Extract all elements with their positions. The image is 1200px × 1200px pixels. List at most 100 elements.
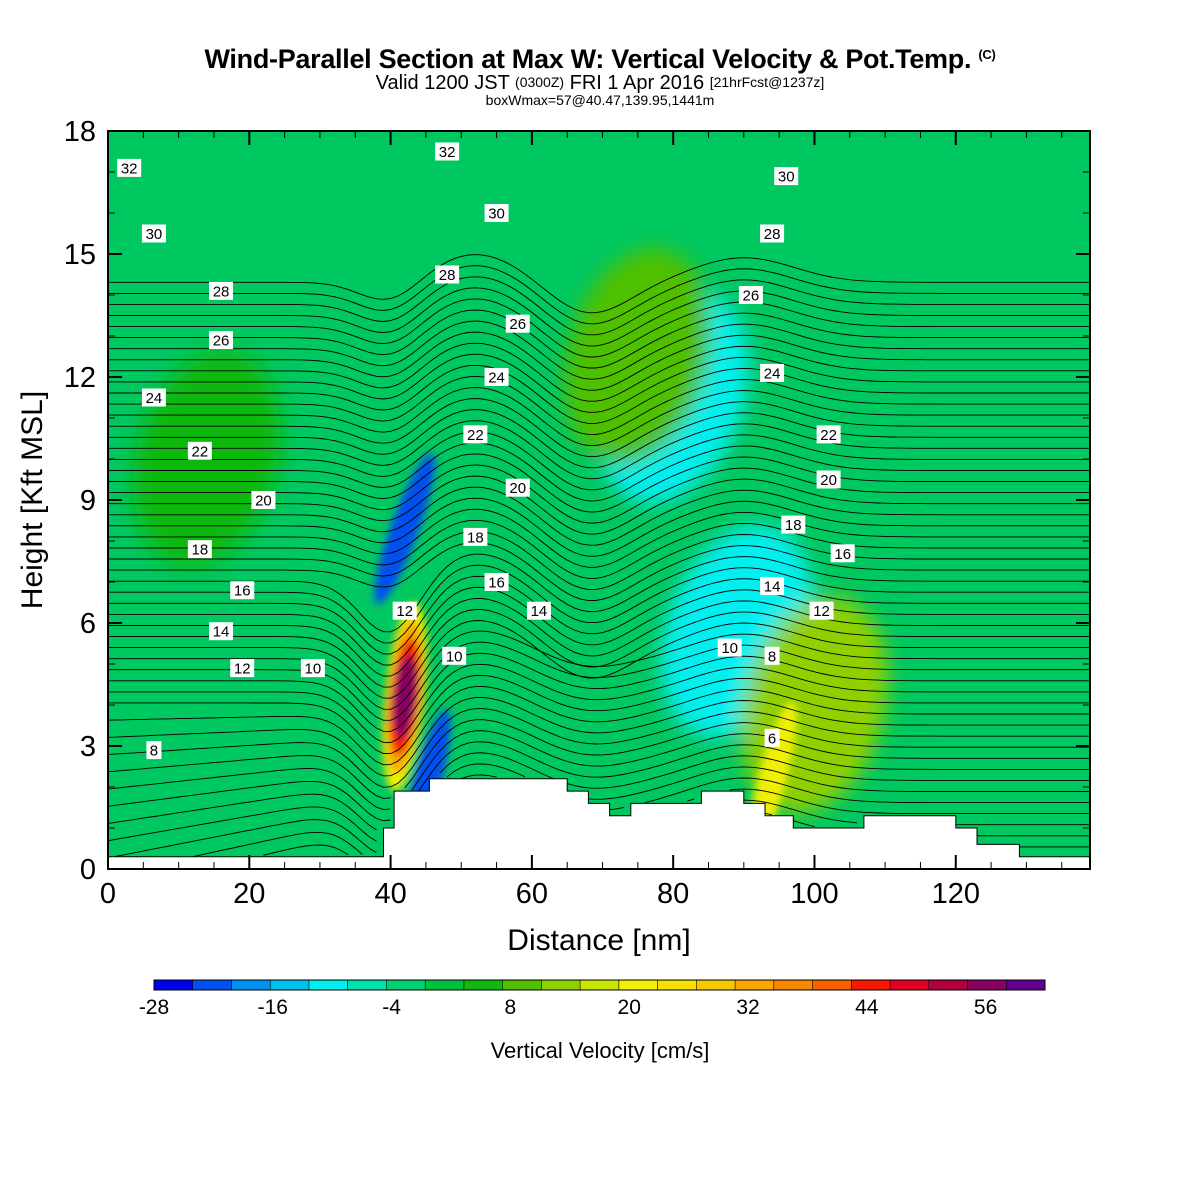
contour-label-text: 14 [213,624,230,641]
contour-label-text: 10 [721,640,738,657]
contour-label-text: 30 [488,206,505,223]
x-tick-label: 40 [374,878,406,910]
isentrope [108,442,1090,502]
potential-temperature-contours [108,254,1090,858]
contour-label: 26 [738,286,763,305]
contour-label-box [484,573,509,591]
contour-label-text: 12 [813,603,830,620]
contour-label: 30 [141,224,166,243]
x-tick-label: 120 [932,878,980,910]
box-info: boxWmax=57@40.47,139.95,1441m [485,92,715,108]
valid-date: FRI 1 Apr 2016 [569,72,705,94]
colorbar-frame [153,979,1046,991]
contour-label: 28 [760,224,785,243]
contour-label-box [146,741,162,760]
isentrope [108,730,1090,811]
contour-label-text: 30 [146,226,163,243]
contour-label-box [816,425,841,444]
y-tick-label: 18 [64,116,96,148]
contour-label-text: 22 [467,427,484,444]
contour-label: 10 [442,646,467,665]
contour-label-text: 14 [764,579,781,596]
contour-label: 14 [209,622,234,641]
contour-label: 10 [717,638,742,657]
w-feature-core-3 [392,656,417,738]
isentrope [108,519,1090,579]
contour-label-text: 28 [213,283,230,300]
isentrope [263,799,1090,856]
y-axis-title: Height [Kft MSL] [16,391,49,609]
contour-label: 14 [760,577,785,596]
isentrope [108,564,1090,644]
contour-labels: 32 32 30 30 30 28 28 28 26 26 26 24 24 24 22 22 22 20 20 20… [117,142,855,760]
contour-label-box [505,314,530,333]
y-tick-label: 15 [64,239,96,271]
contour-label-text: 26 [743,288,760,305]
contour-label: 20 [505,478,530,497]
colorbar: -28 -16 -4 8 20 32 44 56 [139,979,1046,1019]
colorbar-swatch [890,980,930,990]
terrain-profile [108,778,1090,869]
contour-label: 16 [830,544,855,563]
chart-title-text: Wind-Parallel Section at Max W: Vertical… [204,44,972,74]
contour-label: 26 [505,314,530,333]
contour-label-box [526,601,551,620]
contour-label: 32 [435,142,460,161]
isentrope [108,530,1090,590]
colorbar-tick-label: -28 [139,996,169,1019]
contour-label-box [442,646,467,665]
axes: 0 20 40 60 80 100 120 0 3 6 9 12 15 18 [64,116,1090,910]
contour-label: 14 [526,601,551,620]
colorbar-swatch [270,980,310,990]
contour-label-box [764,646,780,665]
isentrope [108,497,1090,557]
isentrope [108,298,1090,358]
contour-label: 28 [435,265,460,284]
contour-label: 26 [209,331,234,350]
contour-label-box [463,425,488,444]
y-tick-label: 6 [80,608,96,640]
isentrope [108,486,1090,546]
colorbar-swatch [541,980,581,990]
contour-label: 12 [809,601,834,620]
contour-label-box [435,142,460,161]
y-tick-label: 0 [80,854,96,886]
contour-label: 10 [300,659,325,678]
contour-label-box [117,158,142,177]
contour-label-text: 24 [146,390,163,407]
contour-label: 8 [146,741,162,760]
contour-label-box [141,224,166,243]
contour-label-box [209,622,234,641]
colorbar-swatch [735,980,775,990]
contour-label: 6 [764,728,780,747]
isentrope [108,575,1090,655]
isentrope [192,788,1090,858]
isentrope [764,812,1090,837]
contour-label-text: 24 [488,370,505,387]
contour-label: 22 [187,441,212,460]
isentrope [108,652,1090,732]
colorbar-tick-label: 44 [855,996,879,1019]
isentrope [115,774,1090,857]
valid-prefix: Valid 1200 JST [375,72,510,94]
contour-label-box [300,659,325,678]
isentrope [108,276,1090,336]
contour-label: 16 [230,581,255,600]
contour-label: 20 [251,491,276,510]
isentrope [108,375,1090,435]
y-tick-label: 3 [80,731,96,763]
isentrope [108,609,1090,688]
contour-label: 24 [141,388,166,407]
colorbar-swatch [192,980,232,990]
colorbar-swatch [463,980,504,990]
colorbar-tick-label: 20 [618,996,641,1019]
isentrope [108,541,1090,601]
colorbar-swatch [696,980,736,990]
isentrope [108,752,1090,831]
contour-label-box [760,577,785,596]
contour-label-text: 8 [150,743,158,760]
contour-label: 16 [484,573,509,592]
w-feature-core [759,740,785,818]
contour-label-text: 24 [764,365,781,382]
contour-label-box [187,540,212,559]
